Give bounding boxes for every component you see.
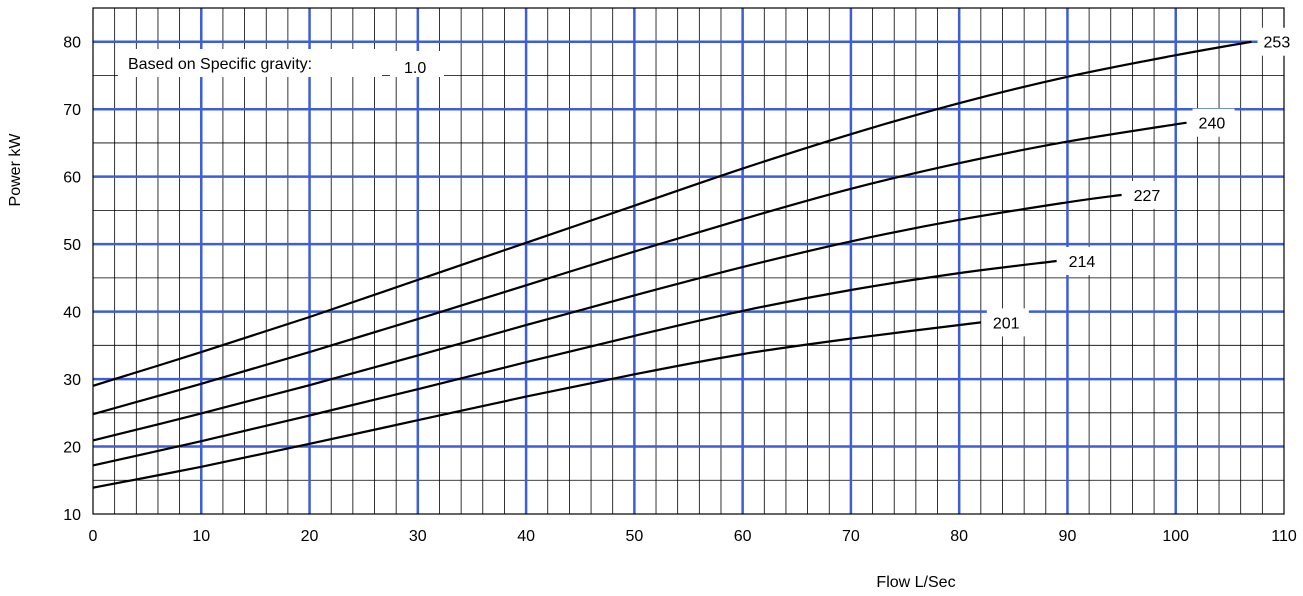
y-tick-label: 10 <box>63 507 81 524</box>
y-tick-label: 50 <box>63 237 81 254</box>
y-tick-label: 60 <box>63 170 81 187</box>
curve-227 <box>92 193 1122 442</box>
note-label: Based on Specific gravity: <box>128 56 312 73</box>
x-tick-label: 10 <box>192 528 210 545</box>
curve-label-box <box>1192 108 1235 137</box>
curve-label-214: 214 <box>1069 254 1096 271</box>
y-tick-label: 70 <box>63 102 81 119</box>
x-tick-label: 110 <box>1271 528 1297 545</box>
y-axis-label: Power kW <box>7 133 24 207</box>
curve-240 <box>92 121 1187 416</box>
x-tick-label: 0 <box>89 528 98 545</box>
note-label-box <box>118 49 382 77</box>
y-tick-label: 40 <box>63 305 81 322</box>
x-tick-label: 80 <box>950 528 968 545</box>
curve-label-box <box>986 308 1029 337</box>
x-tick-label: 50 <box>625 528 643 545</box>
y-tick-label: 30 <box>63 372 81 389</box>
curve-214 <box>92 259 1057 467</box>
curves <box>92 40 1252 489</box>
y-tick-label: 20 <box>63 440 81 457</box>
specific-gravity-note: Based on Specific gravity: 1.0 <box>118 49 444 77</box>
note-value: 1.0 <box>404 60 426 77</box>
x-tick-label: 70 <box>842 528 860 545</box>
x-tick-label: 60 <box>734 528 752 545</box>
major-grid <box>93 8 1284 514</box>
curve-253 <box>92 40 1252 387</box>
minor-grid <box>93 8 1284 514</box>
x-tick-label: 20 <box>301 528 319 545</box>
curve-201 <box>92 321 981 489</box>
y-tick-label: 80 <box>63 35 81 52</box>
y-tick-labels: 10 20 30 40 50 60 70 80 <box>63 35 81 524</box>
note-value-box <box>390 51 444 77</box>
curve-label-box <box>1062 247 1105 275</box>
curve-label-201: 201 <box>993 315 1020 332</box>
curve-label-box <box>1127 180 1170 209</box>
x-tick-label: 90 <box>1059 528 1077 545</box>
curve-label-253: 253 <box>1264 35 1291 52</box>
plot-background <box>93 8 1284 514</box>
curve-label-227: 227 <box>1134 188 1161 205</box>
plot-frame <box>92 7 1285 515</box>
x-tick-label: 30 <box>409 528 427 545</box>
curve-label-240: 240 <box>1199 116 1226 133</box>
x-tick-label: 100 <box>1162 528 1189 545</box>
x-tick-label: 40 <box>517 528 535 545</box>
curve-labels: 253 240 227 214 201 <box>986 27 1300 337</box>
x-axis-label: Flow L/Sec <box>876 574 955 591</box>
x-tick-labels: 0 10 20 30 40 50 60 70 80 90 100 110 <box>89 528 1297 545</box>
curve-label-box <box>1257 27 1300 56</box>
